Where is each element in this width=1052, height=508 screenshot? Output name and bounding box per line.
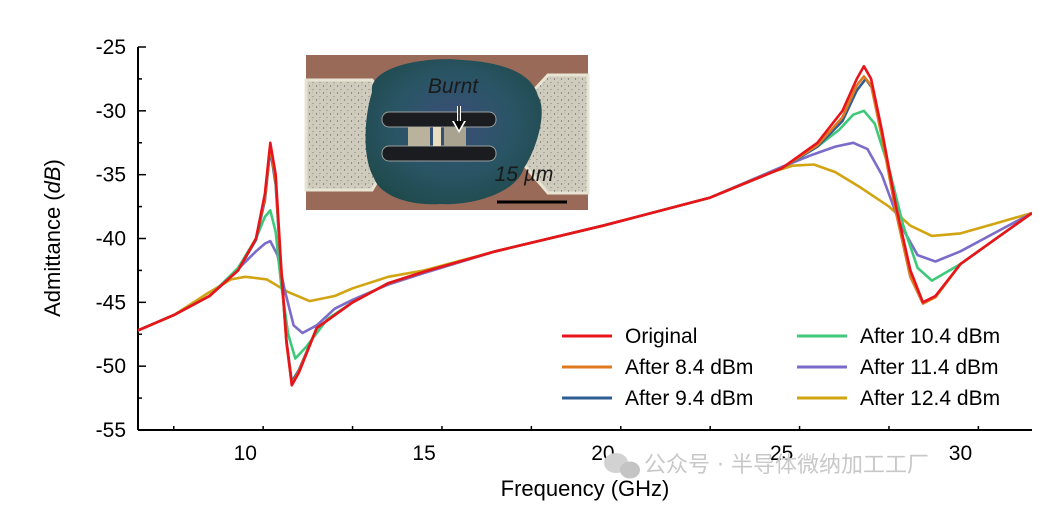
upper-bar xyxy=(381,111,497,128)
y-axis-title-main: Admittance ( xyxy=(40,193,65,317)
legend-label: After 8.4 dBm xyxy=(625,356,753,379)
y-tick-label: -45 xyxy=(96,291,126,314)
arrow-icon xyxy=(452,106,466,133)
series-line-original xyxy=(138,64,1032,387)
legend-label: After 10.4 dBm xyxy=(860,325,1000,348)
y-tick-label: -40 xyxy=(96,228,126,251)
watermark: 公众号 · 半导体微纳加工工厂 xyxy=(604,453,929,479)
y-axis-title-close: ) xyxy=(40,159,65,166)
legend-label: Original xyxy=(625,325,697,348)
y-axis-title-unit: dB xyxy=(40,166,65,193)
y-tick-label: -30 xyxy=(96,100,126,123)
legend: Original After 8.4 dBm After 9.4 dBm After … xyxy=(562,325,1000,410)
inset-scale-label: 15 µm xyxy=(495,163,554,186)
y-tick-label: -25 xyxy=(96,36,126,59)
y-tick-label: -55 xyxy=(96,419,126,442)
y-tick-label: -35 xyxy=(96,164,126,187)
y-tick-label: -50 xyxy=(96,355,126,378)
x-tick-label: 25 xyxy=(770,442,793,465)
y-axis-ticks: -55 -50 -45 -40 -35 -30 -25 xyxy=(96,36,146,442)
legend-label: After 9.4 dBm xyxy=(625,387,753,410)
x-tick-label: 15 xyxy=(412,442,435,465)
inset-micrograph: Burnt 15 µm xyxy=(304,55,590,210)
legend-label: After 11.4 dBm xyxy=(860,356,999,379)
x-tick-label: 10 xyxy=(234,442,257,465)
wechat-icon xyxy=(604,453,640,479)
x-axis-ticks: 10 15 20 25 30 xyxy=(173,426,980,465)
x-axis-title: Frequency (GHz) xyxy=(501,476,670,501)
watermark-text: 公众号 · 半导体微纳加工工厂 xyxy=(644,453,929,478)
lower-bar xyxy=(381,145,497,162)
legend-label: After 12.4 dBm xyxy=(860,387,1000,410)
series-layer xyxy=(138,64,1032,387)
x-tick-label: 30 xyxy=(949,442,972,465)
inset-burnt-label: Burnt xyxy=(428,75,479,98)
y-axis-title: Admittance (dB) xyxy=(40,159,65,317)
